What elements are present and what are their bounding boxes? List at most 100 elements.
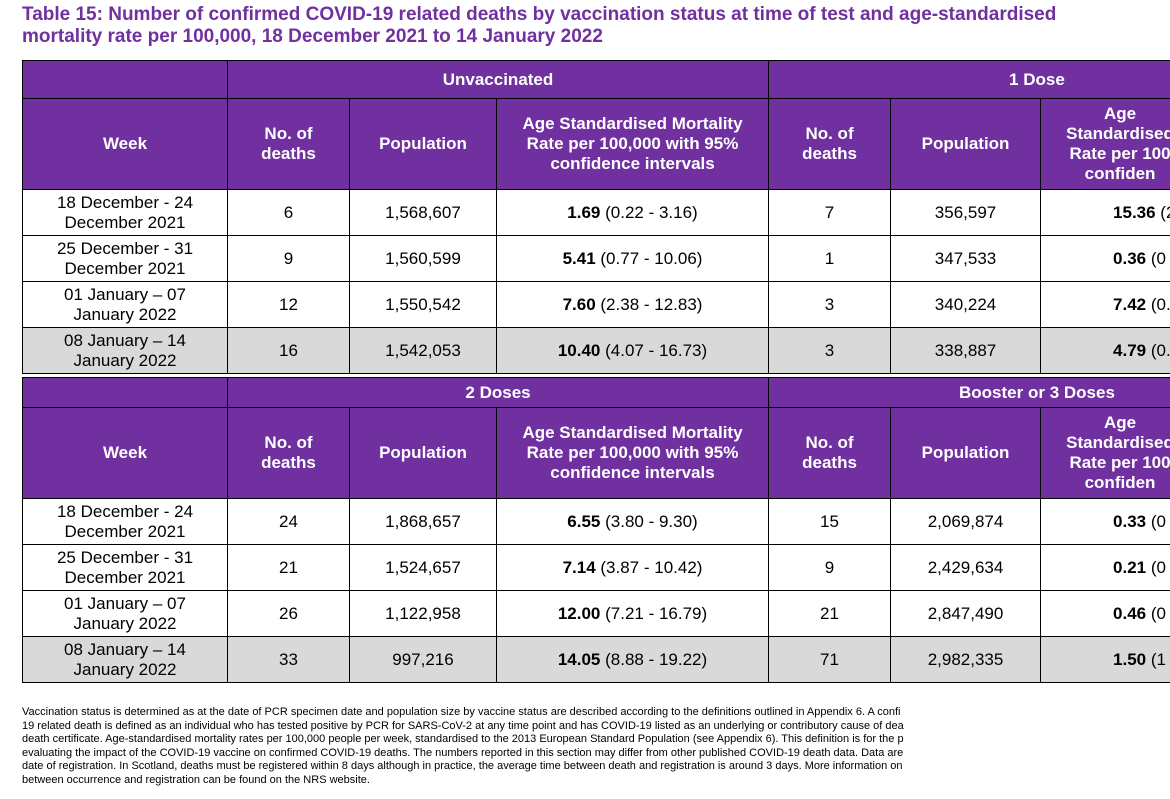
col-header-rate-text: Age Standardised Mortality Rate per 100,… (522, 423, 743, 482)
header-blank (22, 60, 228, 99)
population-cell-2: 2,429,634 (890, 544, 1042, 591)
population-cell: 1,560,599 (349, 235, 497, 282)
table-row: 01 January – 07 January 2022 12 1,550,542 7… (22, 281, 1170, 328)
table-row: 08 January – 14 January 2022 16 1,542,053 1… (22, 327, 1170, 374)
confidence-interval: (4.07 - 16.73) (600, 340, 708, 360)
rate-value: 4.79 (1113, 340, 1147, 360)
col-header-week: Week (22, 407, 228, 499)
footnote-line: evaluating the impact of the COVID-19 va… (22, 746, 904, 759)
rate-cell-2: 0.33 (0 (1040, 498, 1170, 545)
deaths-cell: 6 (227, 189, 350, 236)
population-cell: 1,550,542 (349, 281, 497, 328)
footnote-line: date of registration. In Scotland, death… (22, 760, 903, 772)
confidence-interval: (0 (1146, 511, 1166, 531)
confidence-interval: (2 (1160, 202, 1170, 222)
confidence-interval: (3.80 - 9.30) (600, 511, 698, 531)
confidence-interval: (2.38 - 12.83) (595, 294, 703, 314)
rate-value: 7.60 (562, 294, 596, 314)
rate-cell-2: 0.46 (0 (1040, 590, 1170, 637)
week-label: 25 December - 31 December 2021 (56, 547, 194, 587)
footnote-line: death certificate. Age-standardised mort… (22, 733, 904, 745)
population-cell: 1,542,053 (349, 327, 497, 374)
deaths-cell-2: 1 (768, 235, 892, 282)
group-header-1-dose: 1 Dose (768, 60, 1170, 99)
rate-value: 0.33 (1113, 511, 1147, 531)
population-cell: 1,868,657 (349, 498, 497, 545)
table-row: 18 December - 24 December 2021 24 1,868,65… (22, 498, 1170, 545)
population-cell-2: 2,982,335 (890, 636, 1042, 683)
rate-cell: 12.00 (7.21 - 16.79) (495, 590, 770, 637)
rate-cell: 10.40 (4.07 - 16.73) (495, 327, 770, 374)
confidence-interval: (0.77 - 10.06) (595, 248, 703, 268)
rate-cell: 14.05 (8.88 - 19.22) (495, 636, 770, 683)
rate-value: 1.50 (1113, 649, 1147, 669)
rate-cell: 7.14 (3.87 - 10.42) (495, 544, 770, 591)
table-title-line-1: Table 15: Number of confirmed COVID-19 r… (22, 4, 1057, 25)
rate-cell: 1.69 (0.22 - 3.16) (495, 189, 770, 236)
rate-value: 7.42 (1113, 294, 1147, 314)
rate-value: 0.36 (1113, 248, 1147, 268)
confidence-interval: (0 (1146, 603, 1166, 623)
week-cell: 01 January – 07 January 2022 (22, 590, 228, 637)
deaths-cell: 24 (227, 498, 350, 545)
rate-cell: 7.60 (2.38 - 12.83) (495, 281, 770, 328)
col-header-rate: Age Standardised Mortality Rate per 100,… (495, 98, 770, 190)
deaths-cell: 26 (227, 590, 350, 637)
rate-cell: 5.41 (0.77 - 10.06) (495, 235, 770, 282)
week-cell: 08 January – 14 January 2022 (22, 327, 228, 374)
col-header-population: Population (349, 407, 497, 499)
population-cell: 1,568,607 (349, 189, 497, 236)
table-row: 08 January – 14 January 2022 33 997,216 14.… (22, 636, 1170, 683)
population-cell-2: 347,533 (890, 235, 1042, 282)
population-cell-2: 2,847,490 (890, 590, 1042, 637)
deaths-cell-2: 7 (768, 189, 892, 236)
confidence-interval: (0. (1146, 294, 1170, 314)
week-label: 25 December - 31 December 2021 (56, 238, 194, 278)
week-label: 08 January – 14 January 2022 (64, 330, 186, 370)
confidence-interval: (3.87 - 10.42) (595, 557, 703, 577)
deaths-cell: 21 (227, 544, 350, 591)
population-cell-2: 338,887 (890, 327, 1042, 374)
confidence-interval: (0.22 - 3.16) (600, 202, 698, 222)
population-cell-2: 356,597 (890, 189, 1042, 236)
rate-value: 7.14 (562, 557, 596, 577)
confidence-interval: (0 (1146, 557, 1166, 577)
deaths-cell: 12 (227, 281, 350, 328)
rate-value: 15.36 (1113, 202, 1156, 222)
week-label: 18 December - 24 December 2021 (56, 501, 194, 541)
rate-cell-2: 1.50 (1 (1040, 636, 1170, 683)
deaths-cell: 33 (227, 636, 350, 683)
col-header-deaths: No. of deaths (227, 98, 350, 190)
population-cell-2: 340,224 (890, 281, 1042, 328)
rate-cell-2: 15.36 (2 (1040, 189, 1170, 236)
col-header-deaths-2: No. of deaths (768, 407, 892, 499)
col-header-rate-2: Age Standardised Rate per 100 confiden (1040, 407, 1170, 499)
week-cell: 25 December - 31 December 2021 (22, 235, 228, 282)
rate-value: 0.21 (1113, 557, 1147, 577)
confidence-interval: (0 (1146, 248, 1166, 268)
rate-cell: 6.55 (3.80 - 9.30) (495, 498, 770, 545)
col-header-deaths-2-text: No. of deaths (802, 124, 857, 163)
col-header-population: Population (349, 98, 497, 190)
col-header-rate: Age Standardised Mortality Rate per 100,… (495, 407, 770, 499)
week-cell: 25 December - 31 December 2021 (22, 544, 228, 591)
table-block-unvaccinated-1-dose: Unvaccinated 1 Dose Week No. of deaths P… (22, 60, 1170, 374)
rate-value: 0.46 (1113, 603, 1147, 623)
rate-value: 5.41 (562, 248, 596, 268)
footnote-line: between occurrence and registration can … (22, 773, 370, 786)
col-header-rate-text: Age Standardised Mortality Rate per 100,… (522, 114, 743, 173)
rate-cell-2: 0.21 (0 (1040, 544, 1170, 591)
week-cell: 01 January – 07 January 2022 (22, 281, 228, 328)
population-cell: 1,122,958 (349, 590, 497, 637)
confidence-interval: (0. (1146, 340, 1170, 360)
col-header-deaths-text: No. of deaths (261, 433, 316, 472)
footnote-line: Vaccination status is determined as at t… (22, 706, 901, 718)
week-label: 01 January – 07 January 2022 (64, 593, 186, 633)
col-header-population-2: Population (890, 407, 1042, 499)
week-cell: 18 December - 24 December 2021 (22, 498, 228, 545)
week-label: 01 January – 07 January 2022 (64, 284, 186, 324)
deaths-cell: 16 (227, 327, 350, 374)
table-row: 18 December - 24 December 2021 6 1,568,607… (22, 189, 1170, 236)
rate-value: 12.00 (557, 603, 601, 623)
col-header-deaths-2: No. of deaths (768, 98, 892, 190)
